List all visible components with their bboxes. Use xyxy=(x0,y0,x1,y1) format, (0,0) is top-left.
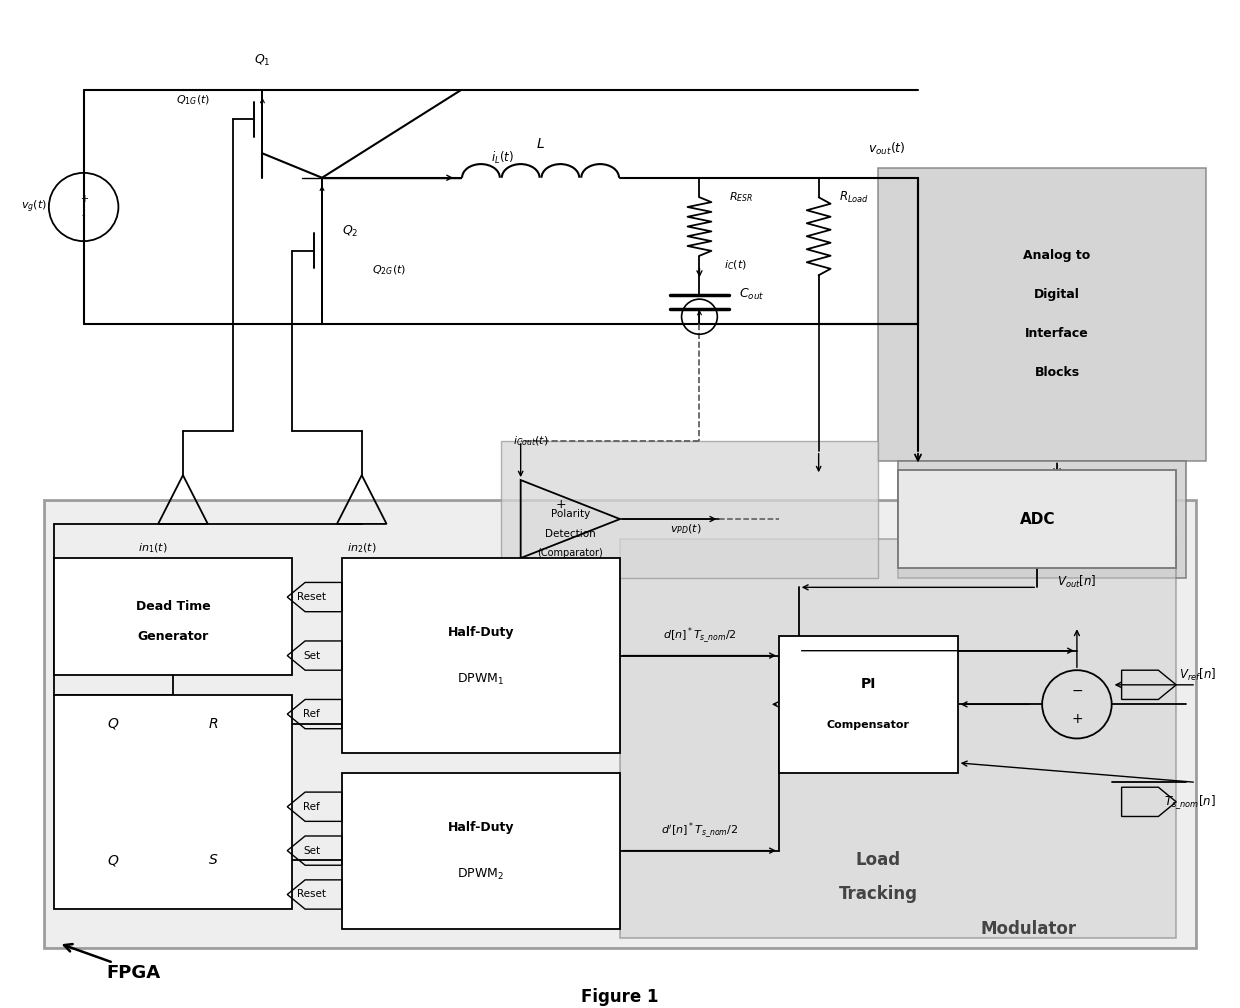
Text: $T_{s\_nom}[n]$: $T_{s\_nom}[n]$ xyxy=(1164,793,1216,810)
Text: $R_{Load}$: $R_{Load}$ xyxy=(838,190,869,205)
Text: Detection: Detection xyxy=(544,528,595,538)
Text: $Q_1$: $Q_1$ xyxy=(254,53,270,69)
Text: -: - xyxy=(82,210,86,220)
Text: $d[n]^*T_{s\_nom}/2$: $d[n]^*T_{s\_nom}/2$ xyxy=(662,626,737,646)
Bar xyxy=(342,772,620,928)
Text: $Q_{2G}(t)$: $Q_{2G}(t)$ xyxy=(372,263,405,277)
Bar xyxy=(779,636,957,772)
Text: Dead Time: Dead Time xyxy=(135,601,211,613)
Bar xyxy=(620,538,1177,938)
Text: $i_L(t)$: $i_L(t)$ xyxy=(491,150,513,166)
Bar xyxy=(342,558,620,753)
Text: $-$: $-$ xyxy=(1071,682,1083,697)
Text: Reset: Reset xyxy=(298,889,326,899)
Text: PI: PI xyxy=(861,676,875,690)
Text: $L$: $L$ xyxy=(536,137,546,150)
Text: $V_{ref}[n]$: $V_{ref}[n]$ xyxy=(1178,667,1216,683)
Text: +: + xyxy=(79,195,88,205)
Text: Interface: Interface xyxy=(1025,328,1089,341)
Text: Ref: Ref xyxy=(304,801,320,811)
Text: Tracking: Tracking xyxy=(838,885,918,903)
Text: $+$: $+$ xyxy=(1071,712,1083,726)
Text: $v_{out}(t)$: $v_{out}(t)$ xyxy=(868,140,906,156)
Text: Half-Duty: Half-Duty xyxy=(448,626,515,639)
Bar xyxy=(898,461,1187,578)
Bar xyxy=(878,168,1207,461)
Text: $R$: $R$ xyxy=(207,717,218,731)
Text: Compensator: Compensator xyxy=(827,720,910,730)
Text: Blocks: Blocks xyxy=(1034,366,1080,379)
Text: $v_g(t)$: $v_g(t)$ xyxy=(21,199,47,215)
Text: $in_1(t)$: $in_1(t)$ xyxy=(139,541,167,555)
Text: $d'[n]^*T_{s\_nom}/2$: $d'[n]^*T_{s\_nom}/2$ xyxy=(661,822,738,841)
Text: $\rm{DPWM}_2$: $\rm{DPWM}_2$ xyxy=(458,867,505,882)
Text: Modulator: Modulator xyxy=(981,919,1076,937)
Text: Ref: Ref xyxy=(304,709,320,719)
Text: Load: Load xyxy=(856,852,900,869)
Text: Digital: Digital xyxy=(1034,288,1080,301)
Text: $+$: $+$ xyxy=(554,498,565,511)
Text: $i_{Cout}(t)$: $i_{Cout}(t)$ xyxy=(513,434,548,448)
Text: Reset: Reset xyxy=(298,592,326,602)
Text: ADC: ADC xyxy=(1019,511,1055,526)
Text: $S$: $S$ xyxy=(207,854,218,867)
Text: $\rm{DPWM}_1$: $\rm{DPWM}_1$ xyxy=(458,671,505,686)
Bar xyxy=(501,442,878,578)
Text: (Comparator): (Comparator) xyxy=(537,548,603,558)
Text: $Q$: $Q$ xyxy=(107,853,119,868)
Text: $C_{out}$: $C_{out}$ xyxy=(739,287,765,302)
Text: $Q$: $Q$ xyxy=(107,717,119,732)
Text: $v_{PD}(t)$: $v_{PD}(t)$ xyxy=(670,522,702,535)
Bar xyxy=(53,558,293,675)
Text: Polarity: Polarity xyxy=(551,509,590,519)
Text: Figure 1: Figure 1 xyxy=(582,988,658,1006)
Bar xyxy=(53,695,293,909)
Text: $Q_{1G}(t)$: $Q_{1G}(t)$ xyxy=(176,93,210,107)
Bar xyxy=(898,471,1177,568)
Text: Generator: Generator xyxy=(138,630,208,642)
Text: FPGA: FPGA xyxy=(107,964,160,982)
Text: Set: Set xyxy=(303,650,320,660)
Text: $Q_2$: $Q_2$ xyxy=(342,224,358,239)
Text: Analog to: Analog to xyxy=(1023,249,1091,262)
Text: $V_{out}[n]$: $V_{out}[n]$ xyxy=(1058,575,1096,591)
Text: $R_{ESR}$: $R_{ESR}$ xyxy=(729,191,754,205)
Text: $in_2(t)$: $in_2(t)$ xyxy=(347,541,377,555)
Text: $i_C(t)$: $i_C(t)$ xyxy=(724,259,748,272)
Text: Half-Duty: Half-Duty xyxy=(448,821,515,834)
Text: Set: Set xyxy=(303,846,320,856)
Bar xyxy=(43,500,1197,949)
